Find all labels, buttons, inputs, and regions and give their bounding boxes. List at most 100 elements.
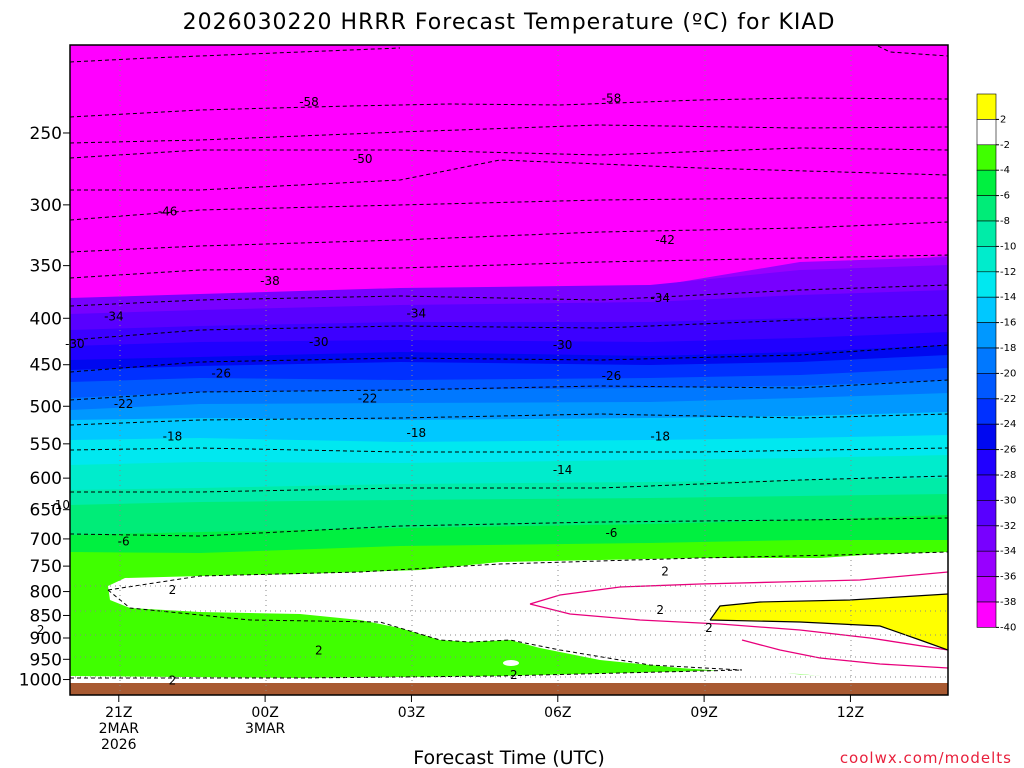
x-tick-label: 21Z — [105, 705, 132, 721]
contour-label: -46 — [158, 204, 178, 218]
colorbar-swatch — [976, 220, 997, 247]
contour-label: -58 — [299, 95, 319, 109]
colorbar-swatch — [976, 373, 997, 400]
y-tick-label: 600 — [30, 469, 62, 489]
contour-label: -10 — [50, 498, 70, 512]
contour-label: -30 — [65, 337, 85, 351]
above-minus-2-region-main — [108, 552, 948, 684]
colorbar-label: -8 — [1000, 216, 1010, 227]
contour-label: -30 — [309, 335, 329, 349]
x-tick-label: 3MAR — [245, 721, 286, 737]
colorbar-swatch — [976, 474, 997, 501]
colorbar-swatch — [976, 576, 997, 603]
contour-label: 2 — [510, 668, 518, 682]
contour-label: 2 — [315, 644, 323, 658]
colorbar-label: -28 — [1000, 470, 1016, 481]
colorbar-label: -40 — [1000, 622, 1016, 633]
contour-label: -22 — [114, 397, 134, 411]
colorbar-swatch — [976, 550, 997, 577]
colorbar-label: -18 — [1000, 343, 1016, 354]
contour-label: -42 — [655, 233, 675, 247]
y-tick-label: 300 — [30, 196, 62, 216]
colorbar-label: -32 — [1000, 521, 1016, 532]
colorbar-label: -34 — [1000, 546, 1016, 557]
contour-label: -22 — [358, 391, 378, 405]
freezing-contour — [709, 593, 948, 651]
y-tick-label: 500 — [30, 397, 62, 417]
colorbar-label: -16 — [1000, 318, 1016, 329]
y-tick-label: 800 — [30, 583, 62, 603]
watermark: coolwx.com/modelts — [840, 749, 1012, 767]
y-tick-label: 1000 — [19, 671, 62, 691]
contour-label: -34 — [407, 306, 427, 320]
contour-label: -34 — [650, 291, 670, 305]
contour-label: -38 — [260, 274, 280, 288]
contour-label: 2 — [169, 674, 177, 688]
y-tick-label: 650 — [30, 501, 62, 521]
contour-label: 2 — [169, 583, 177, 597]
y-tick-label: 700 — [30, 530, 62, 550]
contour-label: -14 — [553, 463, 573, 477]
wetbulb-contour-upper — [529, 571, 948, 605]
contour-label: 2 — [705, 621, 713, 635]
y-tick-label: 350 — [30, 257, 62, 277]
colorbar-swatch — [976, 500, 997, 527]
above-minus-2-pocket — [503, 660, 519, 666]
colorbar-label: -10 — [1000, 241, 1016, 252]
colorbar-swatch — [976, 195, 997, 222]
colorbar: 2 -2 -4 -6 -8 -10 -12 -14 -16 -18 -20 -22 -24 -26 -28 -… — [976, 93, 1016, 633]
contour-label: 2 — [661, 564, 669, 578]
plot-frame — [69, 44, 949, 696]
x-tick-label: 12Z — [837, 705, 864, 721]
x-tick-label: 2026 — [101, 737, 137, 753]
colorbar-label: -12 — [1000, 267, 1016, 278]
contour-label: -58 — [602, 91, 622, 105]
colorbar-swatch — [976, 93, 997, 120]
colorbar-swatch — [976, 525, 997, 552]
colorbar-swatch — [976, 398, 997, 425]
colorbar-swatch — [976, 322, 997, 349]
colorbar-swatch — [976, 144, 997, 171]
contour-labels: -58 -58 -50 -46 -42 -38 -34 -34 -34 -30 -30 -30 -26 -… — [37, 91, 713, 688]
colorbar-label: -20 — [1000, 368, 1016, 379]
colorbar-label: -36 — [1000, 572, 1016, 583]
x-tick-label: 09Z — [690, 705, 717, 721]
wetbulb-contour-bottom — [741, 639, 948, 669]
colorbar-label: 2 — [1000, 114, 1006, 125]
colorbar-label: -6 — [1000, 191, 1010, 202]
ground-layer — [70, 683, 948, 695]
colorbar-label: -14 — [1000, 292, 1016, 303]
colorbar-swatch — [976, 271, 997, 298]
y-tick-label: 450 — [30, 356, 62, 376]
x-tick-label: 06Z — [544, 705, 571, 721]
colorbar-label: -30 — [1000, 495, 1016, 506]
colorbar-swatch — [976, 119, 997, 146]
colorbar-label: -22 — [1000, 394, 1016, 405]
colorbar-label: -4 — [1000, 165, 1010, 176]
contour-label: 2 — [656, 603, 664, 617]
colorbar-swatch — [976, 296, 997, 323]
x-tick-label: 2MAR — [99, 721, 140, 737]
contour-label: -50 — [353, 152, 373, 166]
colorbar-swatch — [976, 347, 997, 374]
isotherm-lines — [70, 45, 948, 679]
grid-lines — [70, 45, 948, 695]
colorbar-label: -38 — [1000, 597, 1016, 608]
colorbar-swatch — [976, 423, 997, 450]
x-axis-label: Forecast Time (UTC) — [413, 747, 604, 768]
contour-label: -26 — [602, 369, 622, 383]
contour-label: -18 — [650, 430, 670, 444]
y-tick-label: 400 — [30, 309, 62, 329]
colorbar-label: -24 — [1000, 419, 1016, 430]
colorbar-label: -26 — [1000, 445, 1016, 456]
contour-label: -18 — [163, 430, 183, 444]
contour-label: 2 — [37, 623, 45, 637]
x-tick-label: 00Z — [251, 705, 278, 721]
contour-label: -34 — [104, 309, 124, 323]
y-tick-label: 850 — [30, 606, 62, 626]
y-tick-label: 900 — [30, 629, 62, 649]
contour-label: -6 — [605, 526, 617, 540]
colorbar-swatch — [976, 601, 997, 628]
